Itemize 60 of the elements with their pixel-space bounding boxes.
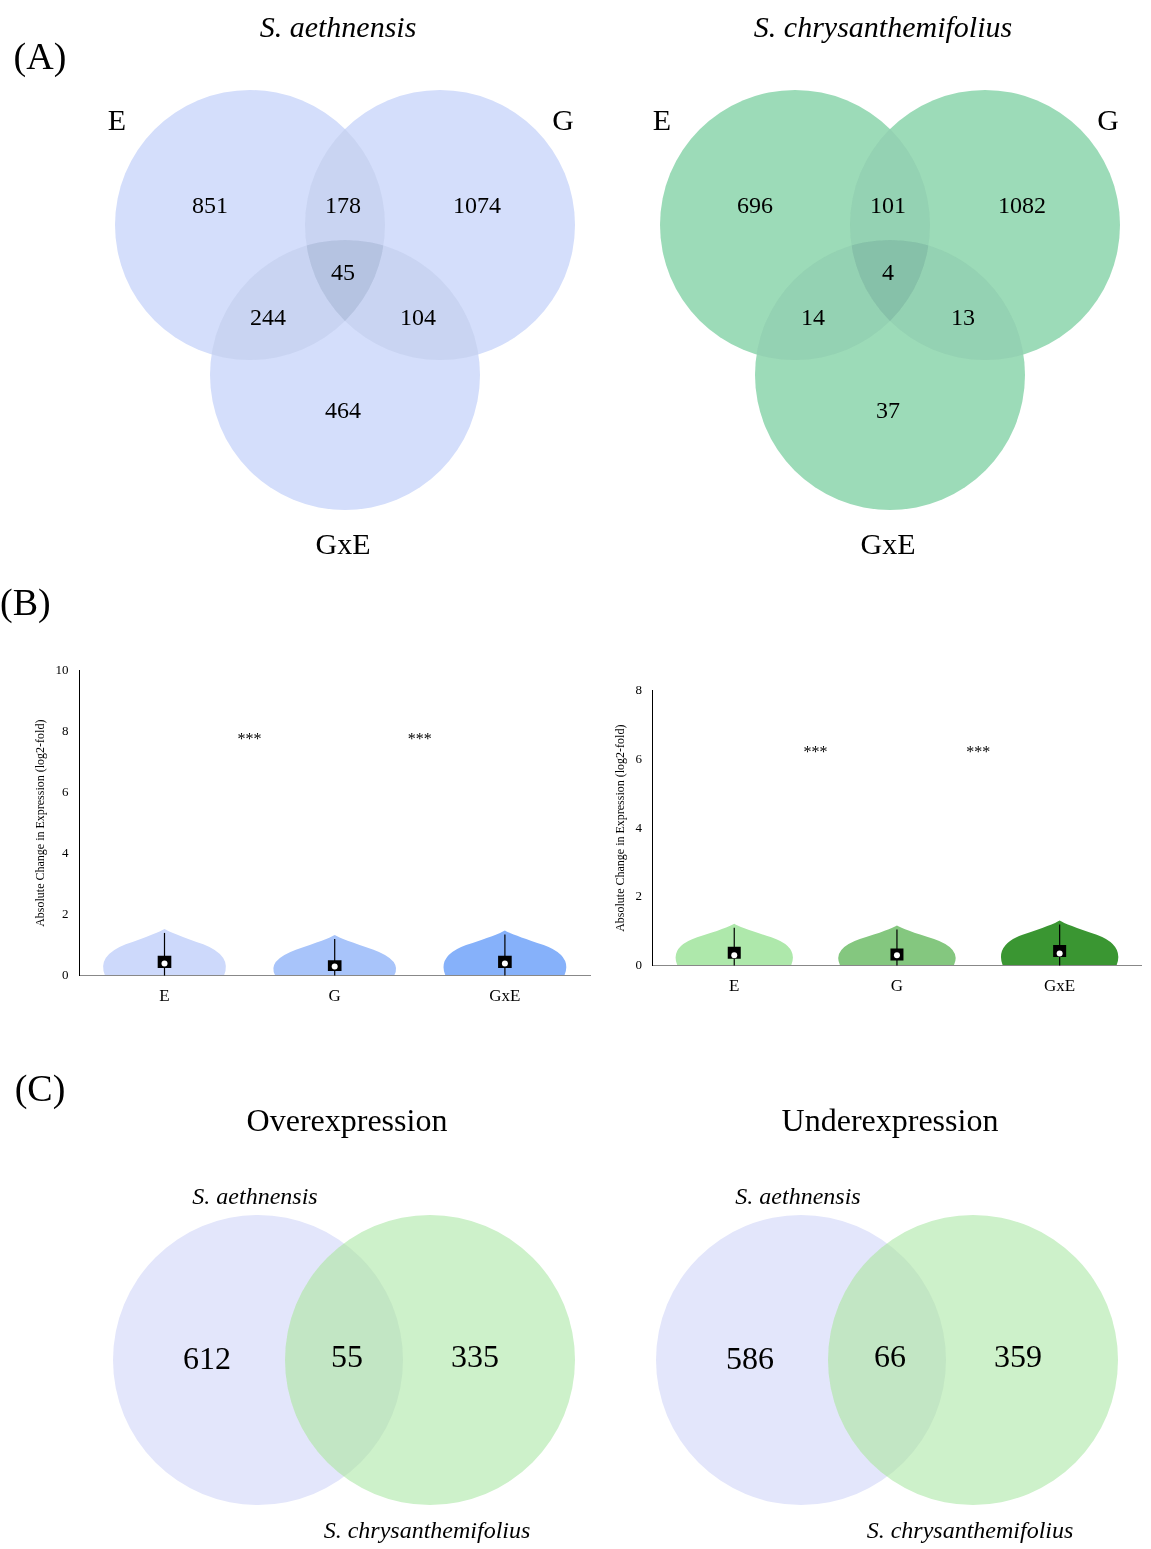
text: Overexpression (246, 1102, 448, 1139)
text: 359 (994, 1338, 1042, 1375)
y-tick-label: 4 (635, 819, 643, 835)
annotation: *** (966, 742, 991, 760)
y-tick-label: 2 (635, 888, 642, 904)
text: 335 (451, 1338, 499, 1375)
y-tick-label: 6 (635, 750, 643, 766)
text: 37 (876, 396, 900, 423)
text: 696 (737, 191, 773, 218)
x-tick-label: E (159, 986, 170, 1006)
text: 1074 (453, 191, 501, 218)
x-tick-label: G (328, 986, 341, 1006)
text: 101 (870, 191, 906, 218)
text: S. aethnensis (259, 9, 417, 43)
text: 244 (250, 303, 286, 330)
annotation: *** (803, 742, 828, 760)
y-tick-label: 0 (635, 957, 642, 973)
x-tick-label: GxE (1044, 976, 1076, 996)
text: G (552, 102, 574, 136)
text: 104 (400, 303, 436, 330)
text: 464 (325, 396, 361, 423)
text: (B) (0, 580, 51, 624)
text: G (1097, 102, 1119, 136)
y-tick-label: 2 (61, 906, 69, 922)
text: 4 (882, 258, 894, 285)
y-tick-label: 6 (61, 784, 69, 800)
text: S. chrysanthemifolius (753, 9, 1013, 43)
text: S. chrysanthemifolius (866, 1516, 1074, 1543)
y-tick-label: 0 (61, 967, 69, 983)
y-tick-label: 4 (61, 845, 69, 861)
y-axis-title: Absolute Change in Expression (log2-fold) (613, 724, 628, 932)
text: S. aethnensis (192, 1182, 318, 1209)
text: 13 (951, 303, 975, 330)
text: E (652, 102, 672, 136)
x-tick-label: GxE (489, 986, 521, 1006)
y-tick-label: 10 (55, 662, 69, 678)
annotation: *** (407, 729, 432, 747)
text: S. aethnensis (735, 1182, 861, 1209)
text: 851 (192, 191, 228, 218)
x-tick-label: E (729, 976, 740, 996)
text: GxE (315, 526, 371, 560)
annotation: *** (237, 729, 262, 747)
y-axis-title: Absolute Change in Expression (log2-fold) (33, 719, 48, 927)
y-tick-label: 8 (635, 682, 642, 698)
text: 45 (331, 258, 355, 285)
text: S. chrysanthemifolius (323, 1516, 531, 1543)
text: 612 (183, 1340, 231, 1377)
text: 1082 (998, 191, 1046, 218)
text: 66 (874, 1338, 906, 1375)
x-tick-label: G (890, 976, 904, 996)
text: (A) (13, 34, 67, 78)
text: E (107, 102, 127, 136)
text: GxE (860, 526, 916, 560)
text: 586 (726, 1340, 774, 1377)
text: (C) (14, 1066, 66, 1110)
text: Underexpression (781, 1102, 999, 1139)
text: 178 (325, 191, 361, 218)
text: 14 (801, 303, 825, 330)
text: 55 (331, 1338, 363, 1375)
y-tick-label: 8 (61, 723, 69, 739)
